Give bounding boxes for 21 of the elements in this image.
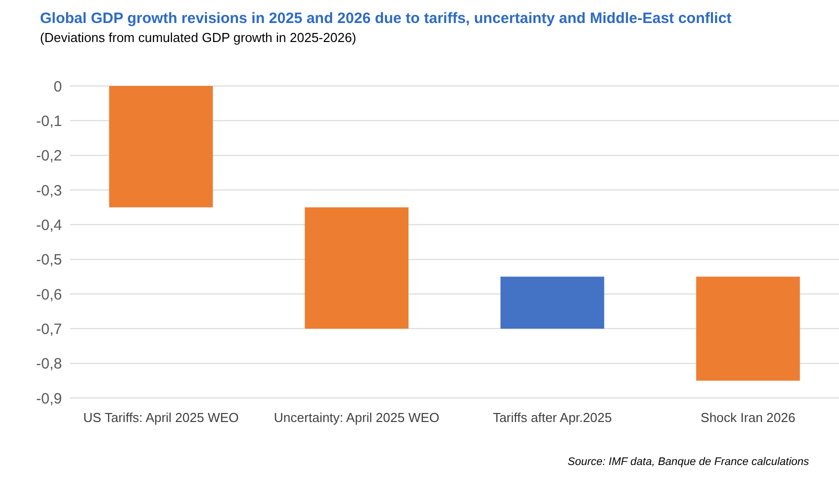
- bar: [109, 86, 213, 208]
- y-tick-label: -0,2: [36, 148, 62, 165]
- y-tick-label: -0,8: [36, 356, 62, 373]
- chart-subtitle: (Deviations from cumulated GDP growth in 2025-2026): [40, 30, 356, 45]
- y-tick-label: -0,5: [36, 252, 62, 269]
- x-tick-label: US Tariffs: April 2025 WEO: [83, 410, 239, 425]
- y-tick-label: -0,7: [36, 320, 62, 338]
- y-tick-label: -0,3: [36, 182, 62, 200]
- y-tick-label: -0,1: [36, 112, 62, 130]
- bar: [500, 276, 604, 329]
- x-tick-label: Shock Iran 2026: [700, 410, 796, 425]
- y-tick-label: 0: [54, 78, 62, 96]
- y-tick-label: -0,4: [36, 216, 62, 234]
- x-tick-label: Tariffs after Apr.2025: [492, 410, 612, 425]
- source-note: Source: IMF data, Banque de France calculations: [568, 456, 810, 468]
- y-tick-label: -0,9: [36, 390, 62, 408]
- x-tick-label: Uncertainty: April 2025 WEO: [274, 410, 440, 425]
- bar: [696, 276, 800, 381]
- chart-title: Global GDP growth revisions in 2025 and 2026 due to tariffs, uncertainty and Middle-East conflict: [40, 10, 732, 27]
- bar: [304, 207, 409, 329]
- y-tick-label: -0,6: [36, 286, 62, 304]
